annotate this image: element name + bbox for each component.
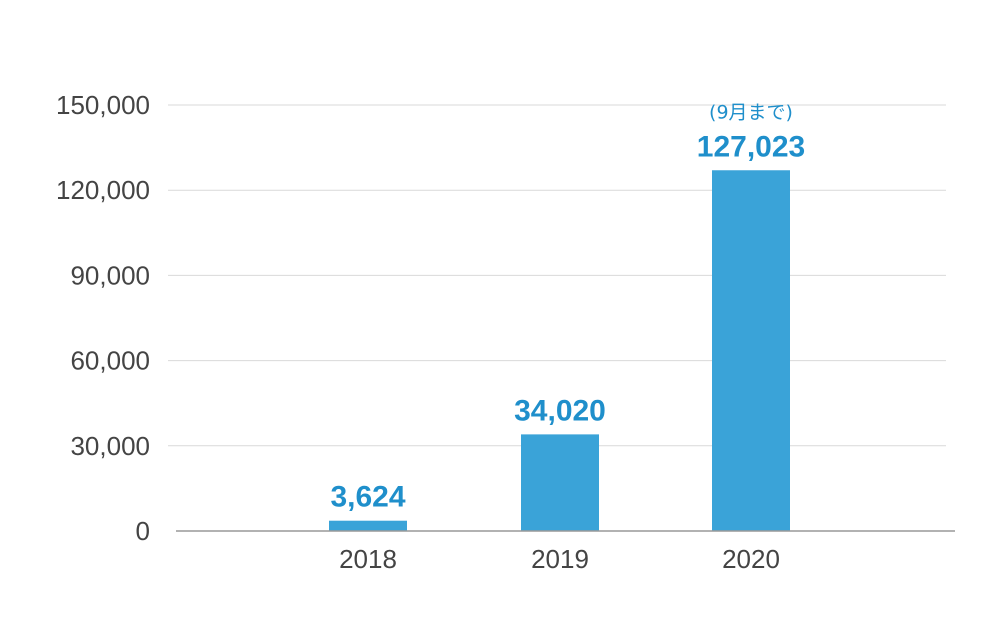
y-tick-label: 90,000 — [70, 260, 150, 290]
bars — [329, 170, 790, 531]
y-tick-label: 0 — [136, 516, 150, 546]
data-labels: 3,624 34,020 127,023 (9月まで) — [330, 101, 805, 513]
annotation-label: (9月まで) — [709, 101, 793, 123]
gridlines — [168, 104, 946, 447]
bar-2020 — [712, 170, 790, 531]
bar-2018 — [329, 520, 407, 531]
x-tick-label: 2020 — [722, 544, 780, 574]
y-tick-label: 60,000 — [70, 346, 150, 376]
y-tick-label: 30,000 — [70, 431, 150, 461]
data-label-2018: 3,624 — [330, 481, 405, 514]
data-label-2020: 127,023 — [697, 130, 805, 163]
y-tick-label: 150,000 — [56, 90, 150, 120]
x-tick-label: 2019 — [531, 544, 589, 574]
y-tick-label: 120,000 — [56, 175, 150, 205]
bar-2019 — [521, 434, 599, 531]
data-label-2019: 34,020 — [514, 394, 606, 427]
x-tick-label: 2018 — [339, 544, 397, 574]
x-axis-tick-labels: 2018 2019 2020 — [339, 544, 780, 574]
y-axis-tick-labels: 0 30,000 60,000 90,000 120,000 150,000 — [56, 90, 150, 546]
